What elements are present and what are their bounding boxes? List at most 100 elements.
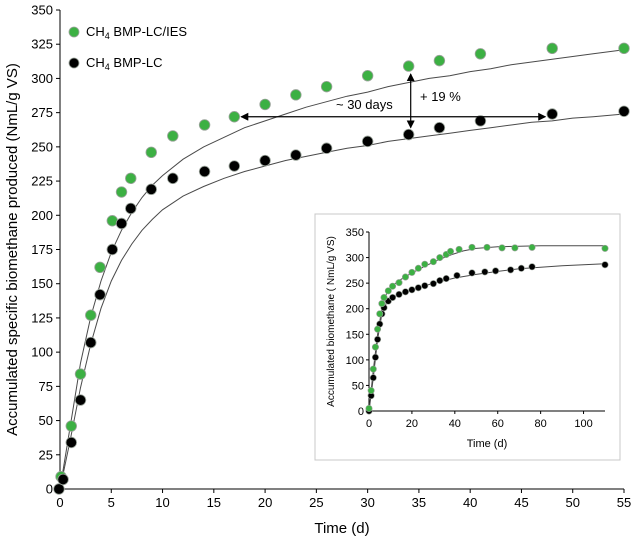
main-x-tick-label: 10 [155, 495, 169, 510]
main-y-tick-label: 250 [31, 139, 53, 154]
main-point-bmp_lc_ies [320, 80, 333, 93]
main-point-bmp_lc [433, 121, 446, 134]
inset-point-bmp_lc_ies [468, 243, 476, 251]
main-y-axis-label: Accumulated specific biomethane produced… [4, 63, 21, 436]
inset-point-bmp_lc_ies [601, 244, 609, 252]
main-point-bmp_lc [125, 202, 137, 215]
inset-y-tick-label: 300 [346, 253, 364, 265]
main-x-tick-label: 40 [463, 495, 477, 510]
main-point-bmp_lc [145, 183, 157, 195]
legend-suffix: BMP-LC/IES [110, 24, 188, 39]
inset-point-bmp_lc_ies [378, 300, 386, 308]
main-y-tick-label: 350 [31, 3, 53, 18]
inset-y-tick-label: 250 [346, 278, 364, 290]
legend-suffix: BMP-LC [110, 55, 163, 70]
inset-point-bmp_lc_ies [421, 260, 429, 268]
legend-subscript: 4 [105, 31, 110, 41]
main-point-bmp_lc [290, 149, 302, 161]
inset-x-tick-label: 80 [535, 418, 547, 430]
main-point-bmp_lc [546, 108, 558, 120]
inset-point-bmp_lc [395, 290, 403, 298]
inset-data-points [365, 243, 609, 415]
main-y-tick-label: 275 [31, 105, 53, 120]
inset-point-bmp_lc_ies [380, 293, 388, 301]
main-x-tick-label: 50 [565, 495, 579, 510]
legend-marker-bmp_lc_ies [68, 26, 80, 38]
inset-x-tick-label: 20 [406, 418, 418, 430]
main-point-bmp_lc_ies [402, 60, 415, 72]
inset-point-bmp_lc_ies [447, 247, 455, 255]
inset-point-bmp_lc [507, 266, 515, 274]
inset-border [314, 213, 621, 461]
inset-x-axis-label: Time (d) [467, 438, 508, 450]
inset-point-bmp_lc_ies [374, 325, 382, 333]
main-x-tick-label: 45 [514, 495, 528, 510]
main-x-tick-label: 5 [108, 495, 115, 510]
inset-point-bmp_lc_ies [498, 244, 506, 252]
legend-subscript: 4 [105, 62, 110, 72]
inset-point-bmp_lc_ies [365, 404, 373, 412]
inset-point-bmp_lc [408, 286, 416, 294]
legend-label-bmp_lc: CH4 BMP-LC [86, 55, 163, 72]
inset-y-tick-label: 50 [352, 380, 364, 392]
legend-label-bmp_lc_ies: CH4 BMP-LC/IES [86, 24, 187, 41]
main-data-points [53, 42, 630, 495]
main-point-bmp_lc [198, 165, 211, 178]
main-point-bmp_lc_ies [198, 119, 211, 131]
inset-point-bmp_lc [371, 353, 379, 361]
main-point-bmp_lc_ies [474, 48, 487, 60]
inset-y-tick-label: 100 [346, 355, 364, 367]
main-point-bmp_lc [85, 336, 97, 349]
main-y-tick-label: 175 [31, 242, 53, 257]
main-y-tick-label: 100 [31, 345, 53, 360]
main-x-tick-label: 15 [207, 495, 221, 510]
inset-x-tick-label: 100 [574, 418, 592, 430]
main-point-bmp_lc_ies [546, 42, 558, 55]
main-point-bmp_lc [402, 128, 415, 141]
main-x-axis-label: Time (d) [314, 520, 369, 537]
inset-point-bmp_lc_ies [389, 282, 397, 290]
main-point-bmp_lc_ies [125, 172, 137, 185]
main-point-bmp_lc_ies [115, 186, 128, 198]
main-y-tick-label: 325 [31, 37, 53, 52]
main-y-tick-label: 125 [31, 310, 53, 325]
main-point-bmp_lc_ies [361, 69, 374, 82]
inset-point-bmp_lc [414, 284, 422, 292]
main-point-bmp_lc [259, 154, 271, 167]
inset-point-bmp_lc [517, 264, 525, 272]
main-point-bmp_lc [57, 473, 69, 486]
inset-point-bmp_lc_ies [511, 244, 519, 252]
main-x-tick-label: 30 [360, 495, 374, 510]
main-y-tick-label: 0 [46, 482, 53, 497]
inset-y-tick-label: 350 [346, 227, 364, 239]
inset-point-bmp_lc_ies [367, 387, 375, 395]
inset-point-bmp_lc_ies [401, 273, 409, 281]
inset-y-axis-label: Accumulated biomethane ( NmL/g VS) [326, 236, 337, 407]
inset-point-bmp_lc_ies [395, 279, 403, 287]
main-y-tick-label: 300 [31, 71, 53, 86]
inset-point-bmp_lc_ies [369, 365, 377, 373]
main-point-bmp_lc_ies [94, 261, 106, 273]
inset-frame [314, 213, 621, 461]
main-point-bmp_lc [106, 243, 118, 256]
main-x-tick-label: 35 [412, 495, 426, 510]
inset-point-bmp_lc [468, 269, 476, 277]
inset-point-bmp_lc [389, 293, 397, 301]
main-point-bmp_lc [228, 160, 241, 172]
main-fit-curve-bmp_lc [60, 113, 625, 489]
inset-point-bmp_lc [369, 374, 377, 382]
inset-point-bmp_lc [492, 267, 500, 275]
main-x-tick-label: 55 [617, 495, 631, 510]
days-label: ~ 30 days [336, 97, 393, 112]
inset-point-bmp_lc_ies [455, 245, 463, 253]
legend: CH4 BMP-LC/IES CH4 BMP-LC [68, 24, 187, 72]
main-point-bmp_lc [361, 135, 374, 148]
inset-point-bmp_lc [453, 271, 461, 279]
main-point-bmp_lc_ies [618, 42, 630, 55]
inset-point-bmp_lc [401, 288, 409, 296]
main-point-bmp_lc_ies [145, 146, 157, 159]
inset-point-bmp_lc [436, 277, 444, 285]
main-point-bmp_lc_ies [65, 420, 77, 432]
inset-point-bmp_lc [481, 268, 489, 276]
